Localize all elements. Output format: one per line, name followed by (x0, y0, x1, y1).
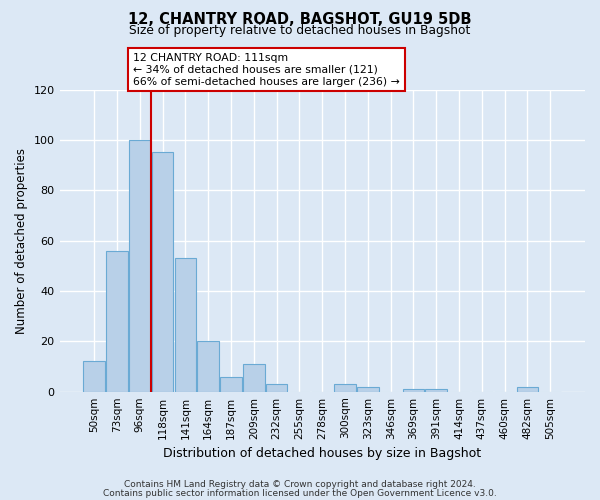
Bar (220, 376, 242, 392)
Text: 12 CHANTRY ROAD: 111sqm
← 34% of detached houses are smaller (121)
66% of semi-d: 12 CHANTRY ROAD: 111sqm ← 34% of detache… (133, 54, 400, 86)
Bar (403, 389, 424, 392)
Y-axis label: Number of detached properties: Number of detached properties (15, 148, 28, 334)
Text: 12, CHANTRY ROAD, BAGSHOT, GU19 5DB: 12, CHANTRY ROAD, BAGSHOT, GU19 5DB (128, 12, 472, 28)
Text: Size of property relative to detached houses in Bagshot: Size of property relative to detached ho… (130, 24, 470, 37)
Bar (152, 152, 173, 392)
Text: Contains HM Land Registry data © Crown copyright and database right 2024.: Contains HM Land Registry data © Crown c… (124, 480, 476, 489)
Text: Contains public sector information licensed under the Open Government Licence v3: Contains public sector information licen… (103, 488, 497, 498)
Bar (175, 258, 196, 392)
Bar (106, 250, 128, 392)
Bar (334, 384, 356, 392)
X-axis label: Distribution of detached houses by size in Bagshot: Distribution of detached houses by size … (163, 447, 481, 460)
Bar (266, 384, 287, 392)
Bar (243, 364, 265, 392)
Bar (197, 342, 219, 392)
Bar (129, 140, 151, 392)
Bar (517, 386, 538, 392)
Bar (357, 386, 379, 392)
Bar (425, 389, 447, 392)
Bar (83, 362, 105, 392)
